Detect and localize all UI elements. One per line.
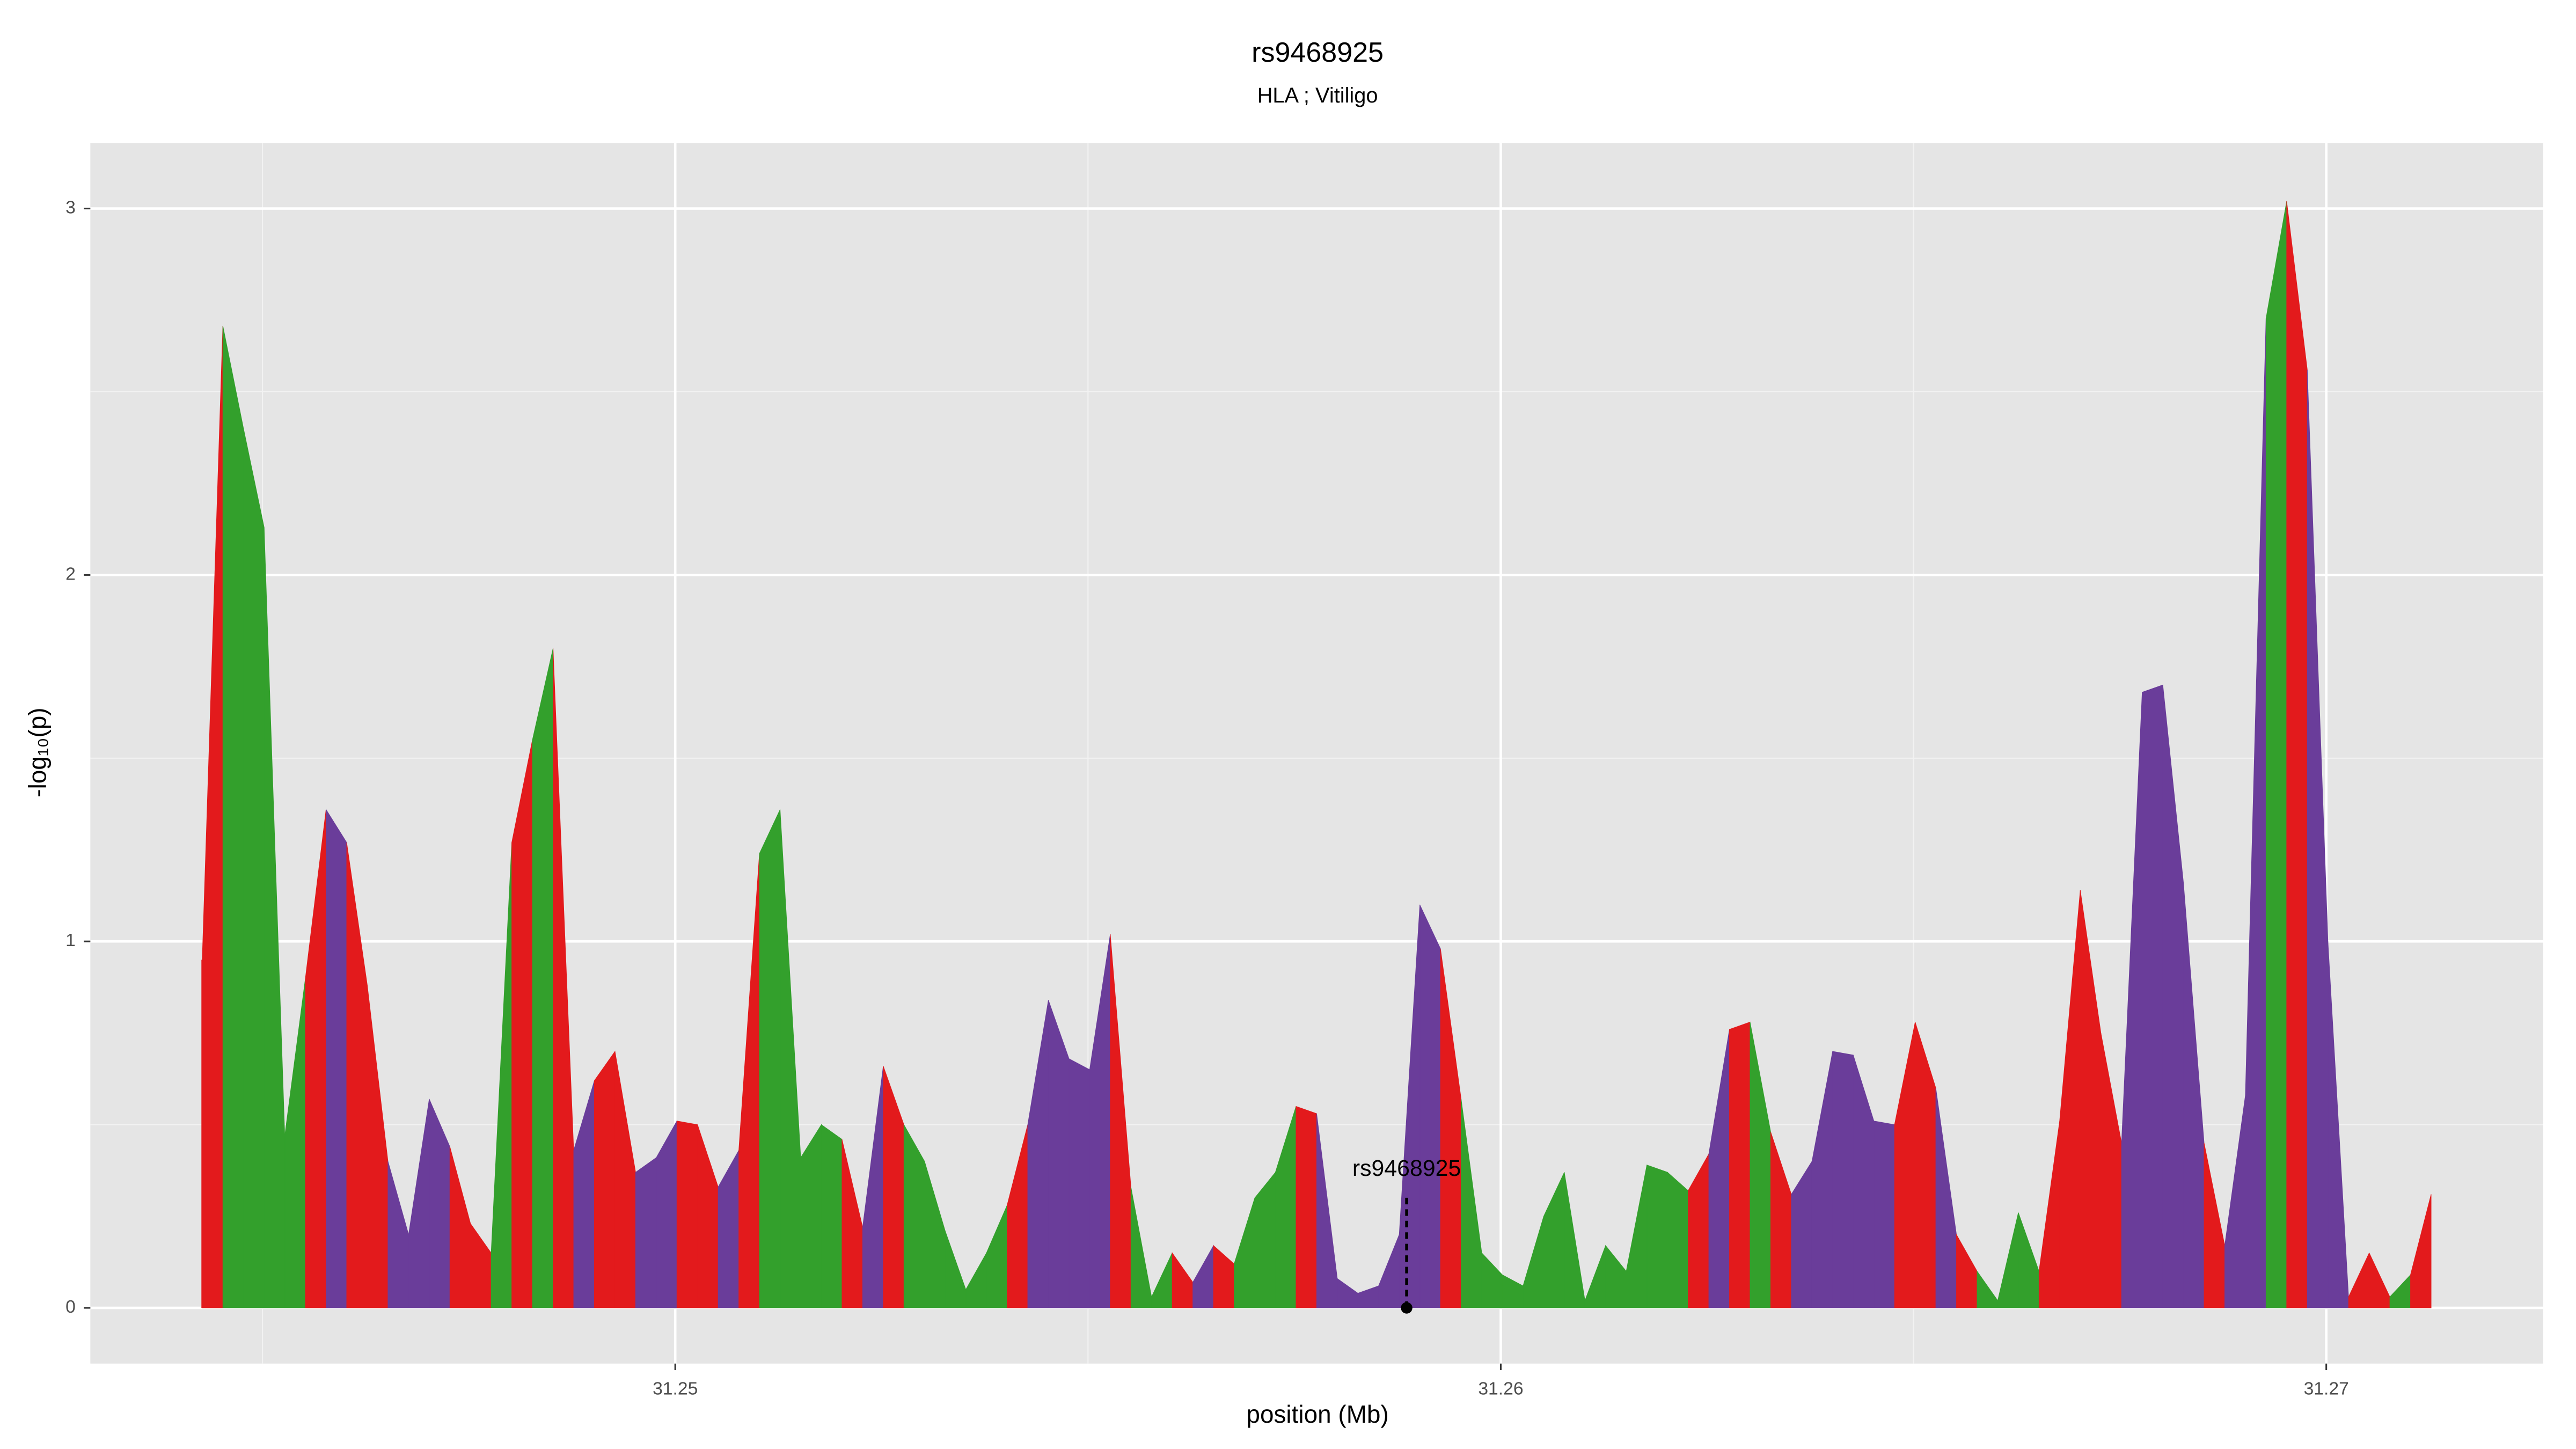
y-tick-label: 2	[65, 564, 76, 584]
area-strip	[821, 1124, 843, 1308]
x-axis-title: position (Mb)	[1246, 1400, 1388, 1428]
chart-title: rs9468925	[1252, 37, 1384, 68]
x-tick-label: 31.27	[2304, 1379, 2349, 1399]
area-strip	[1874, 1121, 1895, 1308]
y-tick-label: 0	[65, 1297, 76, 1317]
area-strip	[2286, 201, 2308, 1308]
x-tick-label: 31.26	[1478, 1379, 1523, 1399]
area-strip	[326, 808, 347, 1308]
y-tick-label: 1	[65, 931, 76, 950]
area-strips	[201, 201, 2432, 1308]
area-strip	[1419, 904, 1441, 1308]
overlay: rs9468925	[1352, 1155, 1461, 1314]
area-strip	[759, 809, 781, 1308]
annotation-label: rs9468925	[1352, 1155, 1461, 1181]
area-strip	[2265, 201, 2287, 1308]
area-strip	[1729, 1021, 1751, 1308]
area-strip	[243, 428, 265, 1308]
area-strip	[222, 325, 244, 1308]
y-tick-label: 3	[65, 197, 76, 217]
annotation-point	[1401, 1302, 1413, 1314]
area-strip	[594, 1050, 616, 1308]
area-strip	[635, 1157, 657, 1308]
y-axis-title: -log₁₀(p)	[24, 707, 52, 797]
chart-subtitle: HLA ; Vitiligo	[1257, 84, 1378, 107]
x-tick-label: 31.25	[653, 1379, 698, 1399]
area-strip	[676, 1121, 698, 1308]
area-strip	[1296, 1106, 1317, 1308]
area-strip	[532, 648, 554, 1308]
area-strip	[1667, 1172, 1689, 1308]
area-strip	[2142, 684, 2163, 1308]
area-strip	[2410, 1194, 2432, 1308]
area-strip	[1646, 1165, 1668, 1308]
area-strip	[1069, 1058, 1090, 1308]
area-strip	[1832, 1051, 1854, 1308]
